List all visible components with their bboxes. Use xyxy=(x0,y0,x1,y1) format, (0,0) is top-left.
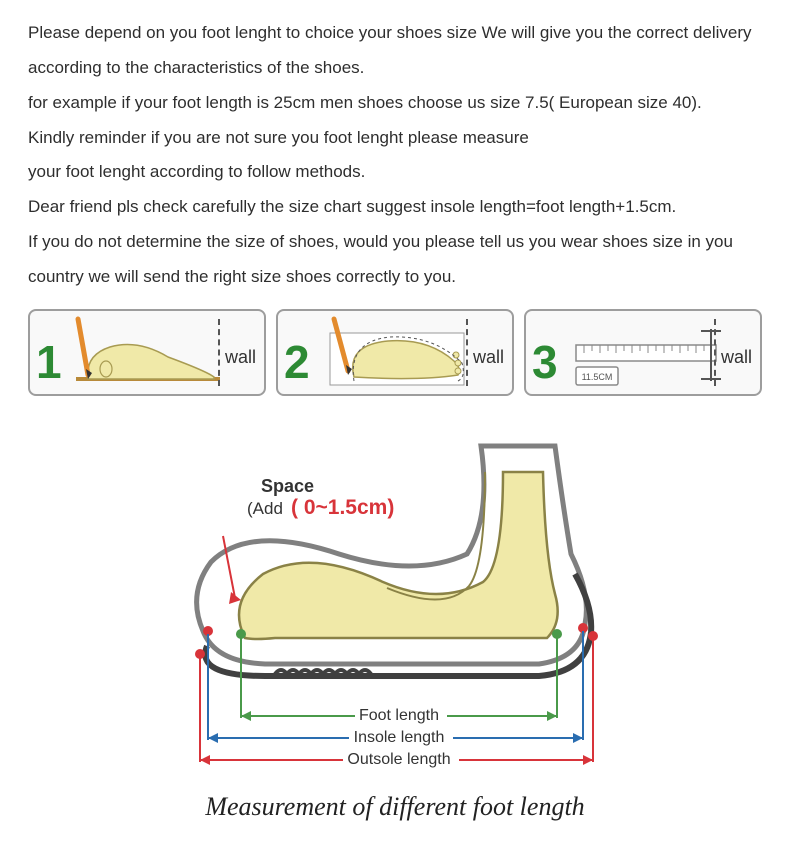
instruction-line: If you do not determine the size of shoe… xyxy=(28,225,762,295)
instruction-line: your foot lenght according to follow met… xyxy=(28,155,762,190)
step-2-box: 2 wall xyxy=(276,309,514,396)
space-add-text: (Add xyxy=(247,499,283,518)
insole-length-label: Insole length xyxy=(354,729,445,746)
measurement-steps-row: 1 wall 2 wall 3 xyxy=(28,309,762,396)
outsole-length-label: Outsole length xyxy=(347,751,450,768)
shoe-diagram-wrap: Space (Add ( 0~1.5cm) Foot length Insole… xyxy=(28,406,762,786)
instruction-line: for example if your foot length is 25cm … xyxy=(28,86,762,121)
wall-label: wall xyxy=(225,347,256,368)
instruction-line: Please depend on you foot lenght to choi… xyxy=(28,16,762,86)
instructions-block: Please depend on you foot lenght to choi… xyxy=(28,16,762,295)
ruler-value: 11.5CM xyxy=(582,372,613,382)
step-1-box: 1 wall xyxy=(28,309,266,396)
instruction-line: Kindly reminder if you are not sure you … xyxy=(28,121,762,156)
wall-dashed-line xyxy=(218,319,220,386)
wall-label: wall xyxy=(721,347,752,368)
instruction-line: Dear friend pls check carefully the size… xyxy=(28,190,762,225)
wall-dashed-line xyxy=(714,319,716,386)
space-range-text: ( 0~1.5cm) xyxy=(291,496,394,519)
step-3-box: 3 11.5CM wall xyxy=(524,309,762,396)
wall-label: wall xyxy=(473,347,504,368)
diagram-caption: Measurement of different foot length xyxy=(28,792,762,822)
space-label-text: Space xyxy=(261,476,314,496)
wall-dashed-line xyxy=(466,319,468,386)
foot-length-label: Foot length xyxy=(359,707,439,724)
shoe-cross-section-diagram: Space (Add ( 0~1.5cm) Foot length Insole… xyxy=(115,406,675,786)
